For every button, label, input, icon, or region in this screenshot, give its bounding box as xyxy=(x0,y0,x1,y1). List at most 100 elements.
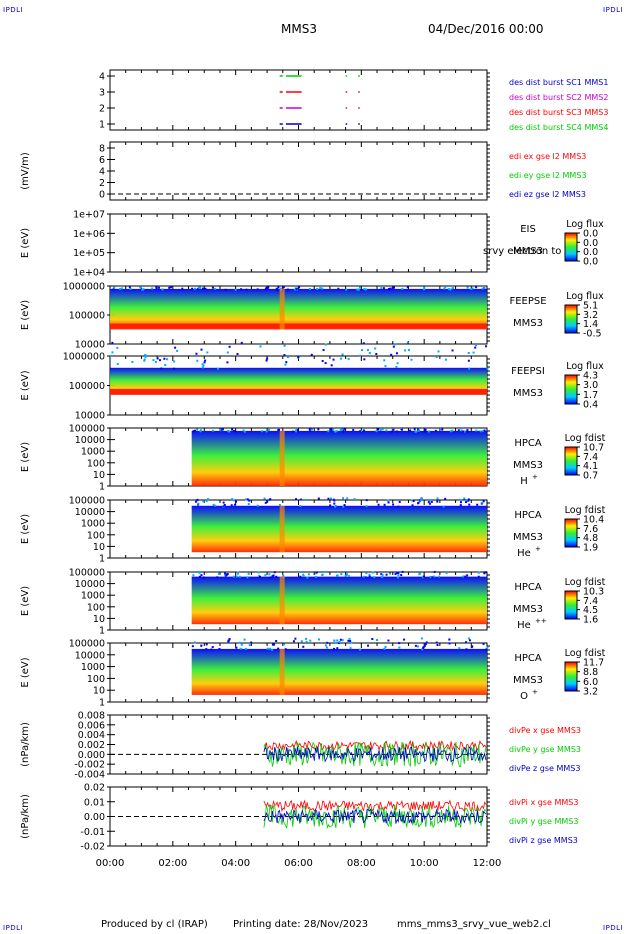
spectrogram-speckle xyxy=(299,505,302,508)
spectrogram-speckle xyxy=(273,643,276,646)
spectrogram-speckle xyxy=(192,574,195,577)
spectrogram-speckle xyxy=(443,287,446,290)
spectrogram-speckle xyxy=(197,570,200,573)
spectrogram-speckle xyxy=(467,637,470,640)
spacecraft-label: MMS3 xyxy=(513,532,543,543)
footer-printing-date: Printing date: 28/Nov/2023 xyxy=(233,919,369,930)
spectrogram-speckle xyxy=(275,288,278,291)
spectrogram-speckle xyxy=(394,572,397,575)
spectrogram-speckle xyxy=(196,288,199,291)
spectrogram-speckle xyxy=(398,642,401,645)
spectrogram-speckle xyxy=(307,573,310,576)
spectrogram-speckle xyxy=(389,572,392,575)
spectrogram-speckle xyxy=(436,497,439,500)
y-axis-label: E (eV) xyxy=(20,514,31,544)
y-tick-label: 10000 xyxy=(75,411,105,422)
spectrogram-fill xyxy=(110,288,487,330)
y-tick-label: 0.004 xyxy=(78,730,105,741)
y-axis-label: (mV/m) xyxy=(20,152,31,190)
spectrogram-speckle xyxy=(466,286,469,289)
spectrogram-speckle xyxy=(414,430,417,433)
spectrogram-speckle xyxy=(296,287,299,290)
spectrogram-speckle xyxy=(324,343,327,346)
spectrogram-speckle xyxy=(317,428,320,431)
spectrogram-speckle xyxy=(277,647,280,650)
spectrogram-speckle xyxy=(309,430,312,433)
spectrogram-speckle xyxy=(155,287,158,290)
spectrogram-speckle xyxy=(400,428,403,431)
spectrogram-speckle xyxy=(341,639,344,642)
spectrogram-speckle xyxy=(371,571,374,574)
spectrogram-speckle xyxy=(199,429,202,432)
spectrogram-speckle xyxy=(467,351,470,354)
spectrogram-speckle xyxy=(346,573,349,576)
spacecraft-label: MMS3 xyxy=(513,604,543,615)
spectrogram-speckle xyxy=(332,358,335,361)
spectrogram-speckle xyxy=(302,575,305,578)
spectrogram-speckle xyxy=(191,645,194,648)
spectrogram-speckle xyxy=(428,502,431,505)
spectrogram-speckle xyxy=(398,500,401,503)
colorbar-tick-label: 0.0 xyxy=(583,247,598,258)
spectrogram-speckle xyxy=(193,429,196,432)
spectrogram-speckle xyxy=(196,428,199,431)
spectrogram-speckle xyxy=(277,286,280,289)
spectrogram-speckle xyxy=(420,499,423,502)
spectrogram-speckle xyxy=(386,499,389,502)
spectrogram-fill xyxy=(191,576,487,625)
spectrogram-speckle xyxy=(318,638,321,641)
spectrogram-speckle xyxy=(246,576,249,579)
spectrogram-speckle xyxy=(277,429,280,432)
spectrogram-speckle xyxy=(238,575,241,578)
colorbar-tick-label: 0.0 xyxy=(583,238,598,249)
spectrogram-speckle xyxy=(205,648,208,651)
spectrogram-speckle xyxy=(381,576,384,579)
spectrogram-speckle xyxy=(266,287,269,290)
spectrogram-speckle xyxy=(199,430,202,433)
spectrogram-speckle xyxy=(384,365,387,368)
spectrogram-speckle xyxy=(486,367,489,370)
spectrogram-fill xyxy=(191,648,487,695)
y-tick-label: 1 xyxy=(99,120,105,131)
spectrogram-speckle xyxy=(463,497,466,500)
y-tick-label: 4 xyxy=(99,167,105,178)
spectrogram-speckle xyxy=(247,503,250,506)
instrument-label: FEEPSI xyxy=(511,366,545,377)
species-label: He xyxy=(517,548,531,559)
spectrogram-speckle xyxy=(483,286,486,289)
spectrogram-speckle xyxy=(348,637,351,640)
spectrogram-speckle xyxy=(467,499,470,502)
spectrogram-speckle xyxy=(143,359,146,362)
spectrogram-speckle xyxy=(143,358,146,361)
spectrogram-speckle xyxy=(310,353,313,356)
spectrogram-speckle xyxy=(409,429,412,432)
series-line xyxy=(263,808,487,824)
spectrogram-speckle xyxy=(459,498,462,501)
spectrogram-speckle xyxy=(345,288,348,291)
spectrogram-speckle xyxy=(120,287,123,290)
spectrogram-speckle xyxy=(330,428,333,431)
species-charge-label: + xyxy=(532,688,538,696)
spectrogram-speckle xyxy=(218,648,221,651)
spectrogram-speckle xyxy=(336,647,339,650)
colorbar-tick-label: 3.0 xyxy=(583,380,598,391)
spectrogram-speckle xyxy=(263,497,266,500)
spacecraft-title: MMS3 xyxy=(281,22,317,36)
colorbar-tick-label: 4.1 xyxy=(583,461,598,472)
spectrogram-speckle xyxy=(335,430,338,433)
spectrogram-speckle xyxy=(474,344,477,347)
spectrogram-band xyxy=(110,323,487,329)
spectrogram-speckle xyxy=(395,366,398,369)
colorbar-title: Log flux xyxy=(566,291,604,302)
y-tick-label: 0.02 xyxy=(84,783,105,794)
spectrogram-speckle xyxy=(381,573,384,576)
colorbar xyxy=(564,518,578,548)
series-line xyxy=(263,804,487,829)
y-tick-label: 1000 xyxy=(81,447,105,458)
edi-legend-label: edi ex gse l2 MMS3 xyxy=(509,152,586,161)
y-tick-label: 0.006 xyxy=(78,720,105,731)
burst-legend-label: des dist burst SC4 MMS4 xyxy=(509,123,608,132)
spectrogram-speckle xyxy=(445,571,448,574)
spectrogram-speckle xyxy=(242,429,245,432)
spectrogram-speckle xyxy=(295,430,298,433)
